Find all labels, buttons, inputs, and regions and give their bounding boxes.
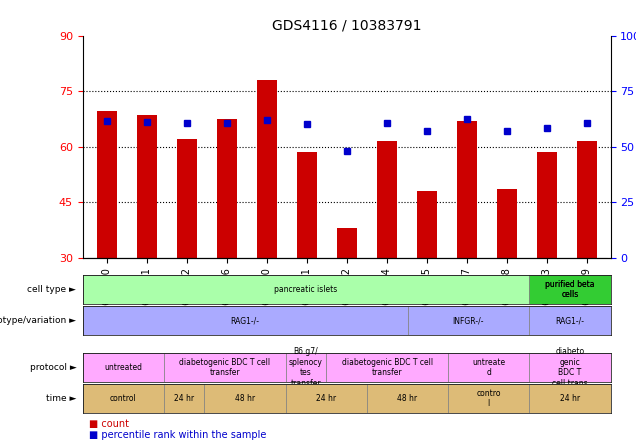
Text: 24 hr: 24 hr (316, 394, 336, 403)
Bar (296, 152, 317, 258)
Text: diabeto
genic
BDC T
cell trans: diabeto genic BDC T cell trans (552, 347, 588, 388)
FancyBboxPatch shape (286, 353, 326, 382)
Bar (217, 119, 237, 258)
Title: GDS4116 / 10383791: GDS4116 / 10383791 (272, 19, 422, 33)
Bar (377, 141, 397, 258)
FancyBboxPatch shape (367, 384, 448, 413)
Text: diabetogenic BDC T cell
transfer: diabetogenic BDC T cell transfer (179, 358, 270, 377)
FancyBboxPatch shape (286, 384, 367, 413)
Bar (417, 191, 436, 258)
Text: 24 hr: 24 hr (560, 394, 580, 403)
Bar (457, 121, 476, 258)
FancyBboxPatch shape (529, 306, 611, 335)
FancyBboxPatch shape (448, 353, 529, 382)
FancyBboxPatch shape (83, 384, 164, 413)
Text: ■ percentile rank within the sample: ■ percentile rank within the sample (89, 430, 266, 440)
Text: untreate
d: untreate d (472, 358, 506, 377)
FancyBboxPatch shape (83, 306, 408, 335)
FancyBboxPatch shape (205, 384, 286, 413)
Text: 24 hr: 24 hr (174, 394, 194, 403)
FancyBboxPatch shape (83, 275, 529, 304)
Text: 48 hr: 48 hr (235, 394, 255, 403)
Text: untreated: untreated (104, 363, 142, 372)
FancyBboxPatch shape (326, 353, 448, 382)
Bar (336, 228, 357, 258)
Bar (177, 139, 197, 258)
Text: ■ count: ■ count (89, 419, 129, 429)
Text: pancreatic islets: pancreatic islets (274, 285, 338, 294)
Text: diabetogenic BDC T cell
transfer: diabetogenic BDC T cell transfer (342, 358, 432, 377)
Text: protocol ►: protocol ► (29, 363, 76, 372)
FancyBboxPatch shape (408, 306, 529, 335)
Text: contro
l: contro l (476, 389, 501, 408)
FancyBboxPatch shape (529, 275, 611, 304)
FancyBboxPatch shape (83, 353, 164, 382)
FancyBboxPatch shape (448, 384, 529, 413)
Bar (497, 189, 516, 258)
FancyBboxPatch shape (164, 384, 205, 413)
Text: RAG1-/-: RAG1-/- (231, 316, 259, 325)
FancyBboxPatch shape (529, 353, 611, 382)
Text: cell type ►: cell type ► (27, 285, 76, 294)
Text: INFGR-/-: INFGR-/- (453, 316, 484, 325)
Text: control: control (110, 394, 137, 403)
FancyBboxPatch shape (529, 275, 611, 304)
FancyBboxPatch shape (164, 353, 286, 382)
Text: B6.g7/
splenocy
tes
transfer: B6.g7/ splenocy tes transfer (289, 347, 323, 388)
Bar (97, 111, 116, 258)
Bar (537, 152, 556, 258)
Text: genotype/variation ►: genotype/variation ► (0, 316, 76, 325)
FancyBboxPatch shape (529, 384, 611, 413)
Text: purified beta
cells: purified beta cells (545, 280, 595, 299)
Text: RAG1-/-: RAG1-/- (555, 316, 584, 325)
Text: purified beta
cells: purified beta cells (545, 280, 595, 299)
Text: 48 hr: 48 hr (398, 394, 418, 403)
Text: time ►: time ► (46, 394, 76, 403)
Bar (577, 141, 597, 258)
Bar (137, 115, 156, 258)
Bar (257, 80, 277, 258)
